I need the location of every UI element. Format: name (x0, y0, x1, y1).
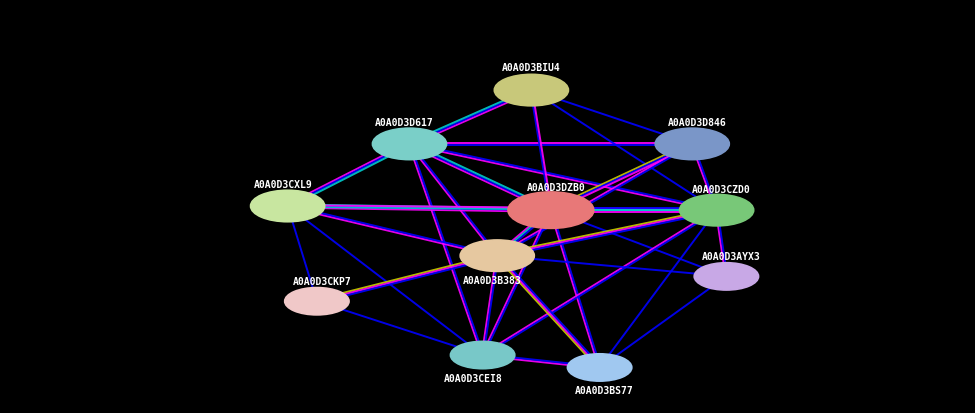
Circle shape (655, 129, 729, 160)
Circle shape (285, 288, 349, 315)
Text: A0A0D3CKP7: A0A0D3CKP7 (292, 276, 351, 286)
Text: A0A0D3AYX3: A0A0D3AYX3 (702, 251, 760, 261)
Circle shape (567, 354, 632, 381)
Text: A0A0D3D846: A0A0D3D846 (668, 118, 726, 128)
Circle shape (450, 342, 515, 369)
Text: A0A0D3CXL9: A0A0D3CXL9 (254, 180, 312, 190)
Circle shape (460, 240, 534, 272)
Circle shape (680, 195, 754, 226)
Text: A0A0D3B383: A0A0D3B383 (463, 275, 522, 285)
Text: A0A0D3BS77: A0A0D3BS77 (575, 385, 634, 395)
Text: A0A0D3CEI8: A0A0D3CEI8 (444, 373, 502, 383)
Circle shape (251, 191, 325, 222)
Text: A0A0D3BIU4: A0A0D3BIU4 (502, 63, 561, 73)
Circle shape (372, 129, 447, 160)
Text: A0A0D3CZD0: A0A0D3CZD0 (692, 184, 751, 194)
Circle shape (694, 263, 759, 290)
Circle shape (508, 192, 594, 229)
Text: A0A0D3DZB0: A0A0D3DZB0 (526, 183, 585, 193)
Circle shape (494, 75, 568, 107)
Text: A0A0D3D617: A0A0D3D617 (375, 118, 434, 128)
